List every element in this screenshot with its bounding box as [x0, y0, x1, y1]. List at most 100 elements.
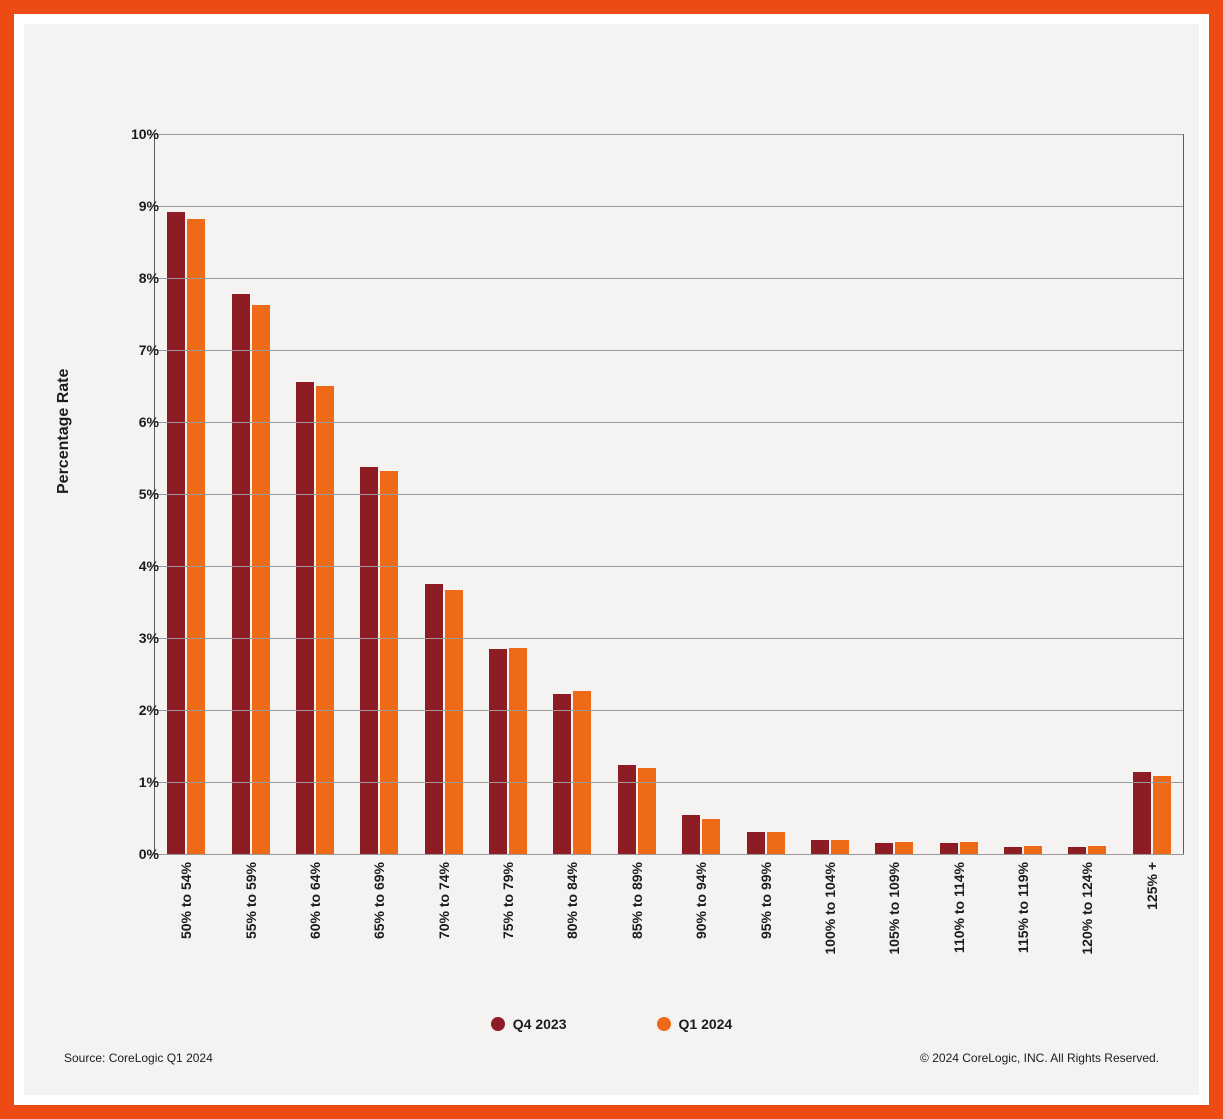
bar-group	[927, 842, 991, 854]
bar-group	[1055, 846, 1119, 854]
bar-group	[733, 832, 797, 854]
bar	[509, 648, 527, 854]
bar	[553, 694, 571, 854]
y-tick-label: 9%	[99, 198, 159, 214]
bar	[747, 832, 765, 854]
x-tick-label: 110% to 114%	[927, 862, 991, 1002]
copyright-text: © 2024 CoreLogic, INC. All Rights Reserv…	[920, 1051, 1159, 1065]
bar	[1068, 847, 1086, 854]
bar	[1088, 846, 1106, 854]
legend-item: Q4 2023	[491, 1016, 567, 1032]
x-tick-label: 105% to 109%	[862, 862, 926, 1002]
gridline	[154, 566, 1184, 567]
bar	[316, 386, 334, 854]
gridline	[154, 278, 1184, 279]
bar	[445, 590, 463, 854]
bar	[682, 815, 700, 854]
x-tick-label: 90% to 94%	[669, 862, 733, 1002]
x-tick-label: 65% to 69%	[347, 862, 411, 1002]
y-tick-label: 10%	[99, 126, 159, 142]
x-tick-label: 100% to 104%	[798, 862, 862, 1002]
bar-group	[862, 842, 926, 854]
bar	[702, 819, 720, 854]
bar	[767, 832, 785, 854]
right-axis-line	[1183, 134, 1184, 854]
bar	[831, 840, 849, 854]
bar	[296, 382, 314, 854]
y-tick-label: 6%	[99, 414, 159, 430]
x-tick-label: 125% +	[1120, 862, 1184, 1002]
bar	[573, 691, 591, 854]
x-tick-label: 70% to 74%	[412, 862, 476, 1002]
legend-label: Q4 2023	[513, 1016, 567, 1032]
x-tick-label: 80% to 84%	[540, 862, 604, 1002]
gridline	[154, 782, 1184, 783]
source-text: Source: CoreLogic Q1 2024	[64, 1051, 213, 1065]
bar	[425, 584, 443, 854]
bar	[380, 471, 398, 854]
y-tick-label: 4%	[99, 558, 159, 574]
x-tick-label: 50% to 54%	[154, 862, 218, 1002]
bar-group	[412, 584, 476, 854]
y-tick-label: 8%	[99, 270, 159, 286]
bar-group	[540, 691, 604, 854]
y-tick-label: 5%	[99, 486, 159, 502]
plot-area	[154, 134, 1184, 854]
legend-swatch-icon	[657, 1017, 671, 1031]
x-tick-label: 55% to 59%	[218, 862, 282, 1002]
x-tick-label: 95% to 99%	[733, 862, 797, 1002]
bar	[875, 843, 893, 854]
bar	[252, 305, 270, 854]
bar-group	[669, 815, 733, 854]
gridline	[154, 422, 1184, 423]
x-tick-labels: 50% to 54%55% to 59%60% to 64%65% to 69%…	[154, 862, 1184, 1002]
bar-group	[476, 648, 540, 854]
y-axis-title: Percentage Rate	[55, 369, 73, 494]
chart-frame: Percentage Rate 50% to 54%55% to 59%60% …	[0, 0, 1223, 1119]
y-tick-label: 7%	[99, 342, 159, 358]
gridline	[154, 854, 1184, 855]
gridline	[154, 350, 1184, 351]
bar	[1153, 776, 1171, 854]
bar-group	[991, 846, 1055, 854]
gridline	[154, 710, 1184, 711]
y-tick-label: 1%	[99, 774, 159, 790]
bar	[360, 467, 378, 854]
y-tick-label: 0%	[99, 846, 159, 862]
gridline	[154, 494, 1184, 495]
chart-panel: Percentage Rate 50% to 54%55% to 59%60% …	[24, 24, 1199, 1095]
bar-group	[605, 765, 669, 854]
bar-group	[1120, 772, 1184, 854]
bar	[167, 212, 185, 854]
legend: Q4 2023 Q1 2024	[24, 1016, 1199, 1032]
x-tick-label: 75% to 79%	[476, 862, 540, 1002]
x-tick-label: 85% to 89%	[605, 862, 669, 1002]
bar	[232, 294, 250, 854]
gridline	[154, 206, 1184, 207]
bar-group	[347, 467, 411, 854]
bar	[940, 843, 958, 854]
x-tick-label: 120% to 124%	[1055, 862, 1119, 1002]
bar	[811, 840, 829, 854]
y-tick-label: 2%	[99, 702, 159, 718]
x-tick-label: 60% to 64%	[283, 862, 347, 1002]
gridline	[154, 134, 1184, 135]
y-tick-label: 3%	[99, 630, 159, 646]
bar	[1024, 846, 1042, 854]
bar	[895, 842, 913, 854]
legend-label: Q1 2024	[679, 1016, 733, 1032]
x-tick-label: 115% to 119%	[991, 862, 1055, 1002]
bar-group	[283, 382, 347, 854]
bar-group	[154, 212, 218, 854]
bar	[1004, 847, 1022, 854]
legend-swatch-icon	[491, 1017, 505, 1031]
bar	[187, 219, 205, 854]
bar	[618, 765, 636, 854]
bar-group	[798, 840, 862, 854]
bar	[489, 649, 507, 854]
gridline	[154, 638, 1184, 639]
bar	[960, 842, 978, 854]
bar	[1133, 772, 1151, 854]
legend-item: Q1 2024	[657, 1016, 733, 1032]
bar-group	[218, 294, 282, 854]
